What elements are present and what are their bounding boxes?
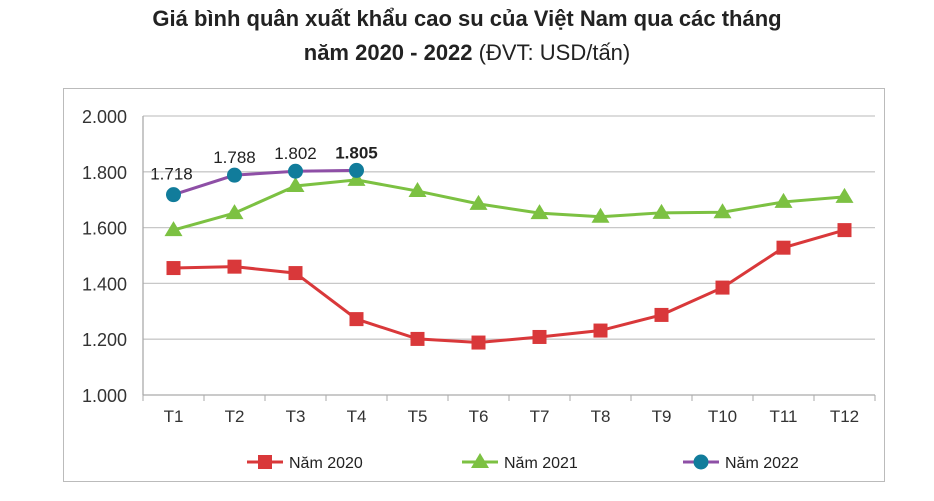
data-point [227, 259, 242, 274]
data-point [288, 266, 303, 281]
data-label: 1.802 [274, 144, 317, 163]
data-point [835, 187, 854, 203]
x-tick-label: T10 [708, 407, 737, 426]
chart-subtitle-years: năm 2020 - 2022 [303, 40, 473, 65]
x-tick-label: T8 [591, 407, 611, 426]
data-point [227, 167, 242, 183]
legend-marker [471, 453, 489, 468]
data-point [530, 204, 549, 220]
data-point [654, 307, 669, 322]
data-label: 1.718 [150, 165, 193, 184]
x-tick-label: T4 [347, 407, 367, 426]
data-point [349, 162, 364, 178]
y-tick-label: 1.200 [82, 330, 127, 350]
data-point [166, 187, 181, 203]
series-line-0 [173, 228, 845, 345]
data-point [593, 323, 608, 338]
y-tick-label: 1.000 [82, 386, 127, 406]
series-line-1 [173, 178, 845, 232]
x-tick-label: T9 [652, 407, 672, 426]
legend-label: Năm 2022 [725, 455, 799, 472]
data-point [286, 177, 305, 193]
chart-subtitle-unit: (ĐVT: USD/tấn) [478, 40, 631, 65]
legend-marker [693, 454, 709, 470]
data-point [469, 194, 488, 210]
data-point [837, 223, 852, 238]
data-point [591, 207, 610, 223]
chart-title: Giá bình quân xuất khẩu cao su của Việt … [152, 6, 782, 31]
x-tick-label: T12 [830, 407, 859, 426]
data-point [471, 335, 486, 350]
data-point [532, 329, 547, 344]
data-point [776, 240, 791, 255]
x-tick-label: T6 [469, 407, 489, 426]
data-point [410, 331, 425, 346]
data-label: 1.805 [335, 143, 378, 162]
legend-label: Năm 2020 [289, 455, 363, 472]
data-point [774, 192, 793, 208]
chart-frame [63, 88, 885, 482]
data-point [288, 163, 303, 179]
data-point [225, 204, 244, 220]
data-label: 1.788 [213, 148, 256, 167]
x-tick-label: T7 [530, 407, 550, 426]
legend-marker [258, 455, 272, 469]
y-tick-label: 1.600 [82, 219, 127, 239]
data-point [715, 280, 730, 295]
y-tick-label: 1.400 [82, 274, 127, 294]
data-point [349, 312, 364, 327]
data-point [652, 203, 671, 219]
y-tick-label: 2.000 [82, 107, 127, 127]
y-tick-label: 1.800 [82, 163, 127, 183]
x-tick-label: T1 [164, 407, 184, 426]
data-point [166, 261, 181, 276]
x-tick-label: T11 [769, 407, 797, 426]
series-line-2 [173, 168, 357, 197]
legend-label: Năm 2021 [504, 455, 578, 472]
data-point [713, 203, 732, 219]
data-point [164, 221, 183, 237]
x-tick-label: T2 [225, 407, 245, 426]
x-tick-label: T3 [286, 407, 306, 426]
data-point [347, 170, 366, 186]
chart-subtitle: năm 2020 - 2022 (ĐVT: USD/tấn) [0, 40, 934, 66]
data-point [408, 182, 427, 198]
x-tick-label: T5 [408, 407, 428, 426]
